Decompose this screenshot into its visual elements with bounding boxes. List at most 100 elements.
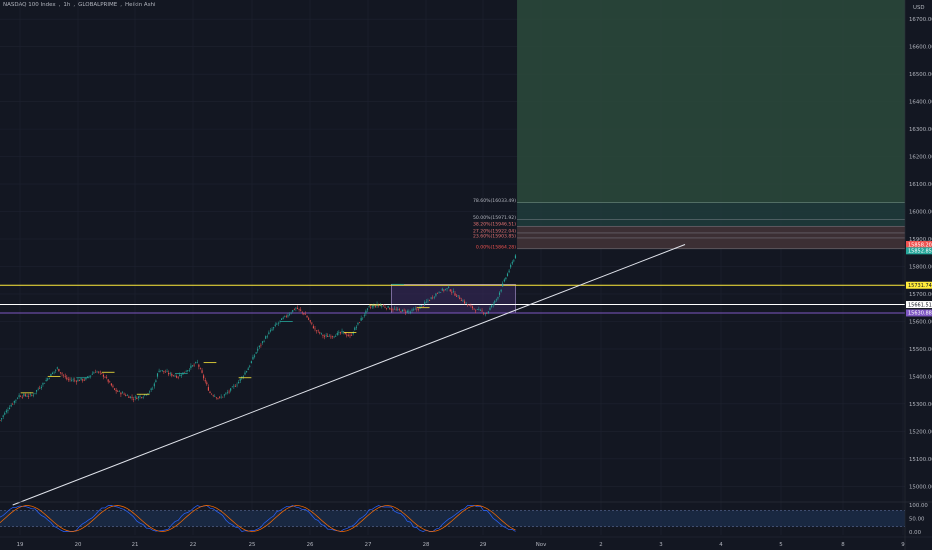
fib-level-label: 0.00%(15864.28) bbox=[476, 244, 516, 250]
candle-body bbox=[343, 331, 345, 332]
candle-body bbox=[187, 370, 189, 371]
candle-body bbox=[428, 300, 431, 301]
trendline[interactable] bbox=[12, 244, 686, 506]
candle-body bbox=[31, 395, 33, 396]
candle-body bbox=[161, 370, 163, 371]
candle-body bbox=[483, 312, 485, 314]
candle-body bbox=[176, 376, 178, 378]
time-tick-label: 26 bbox=[307, 542, 314, 548]
candle-body bbox=[413, 309, 415, 311]
candle-body bbox=[276, 323, 278, 325]
candle-body bbox=[273, 327, 275, 329]
candle-body bbox=[129, 396, 132, 398]
candle-body bbox=[327, 336, 329, 337]
price-tick-label: 16400.00 bbox=[909, 100, 932, 106]
candle-body bbox=[436, 292, 439, 294]
candle-body bbox=[193, 364, 195, 366]
candle-body bbox=[263, 341, 265, 342]
candle-body bbox=[281, 318, 283, 320]
candle-body bbox=[319, 332, 321, 334]
candle-body bbox=[260, 344, 262, 346]
candle-body bbox=[462, 300, 464, 302]
time-tick-label: 8 bbox=[841, 542, 845, 548]
chart-title: NASDAQ 100 Index, 1h, GLOBALPRIME, Heikin A… bbox=[3, 2, 159, 8]
candle-body bbox=[69, 378, 71, 380]
candle-body bbox=[156, 373, 159, 377]
oscillator-tick-label: 100.00 bbox=[909, 503, 928, 509]
candle-body bbox=[211, 393, 213, 395]
candle-body bbox=[368, 306, 370, 308]
candle-body bbox=[409, 311, 412, 313]
candle-body bbox=[4, 412, 6, 415]
level-badge bbox=[906, 281, 932, 289]
candle-body bbox=[300, 309, 302, 311]
candle-body bbox=[282, 317, 284, 319]
candle-body bbox=[244, 372, 246, 375]
candle-body bbox=[360, 318, 362, 321]
candle-body bbox=[309, 320, 311, 322]
candle-body bbox=[417, 309, 419, 310]
trendline-segment[interactable] bbox=[12, 244, 686, 506]
candle-body bbox=[66, 377, 68, 380]
candle-body bbox=[460, 300, 462, 301]
oscillator-tick-label: 0.00 bbox=[909, 530, 922, 536]
candle-body bbox=[479, 309, 482, 311]
candle-body bbox=[133, 399, 135, 400]
candle-body bbox=[285, 316, 287, 317]
oscillator-d-line bbox=[0, 505, 516, 532]
candle-body bbox=[454, 293, 456, 296]
candle-body bbox=[449, 289, 451, 292]
candle-body bbox=[137, 396, 139, 398]
candle-body bbox=[21, 397, 23, 398]
candle-body bbox=[86, 376, 89, 378]
candle-body bbox=[220, 396, 222, 398]
candle-body bbox=[354, 327, 356, 331]
candle-body bbox=[233, 385, 235, 387]
candle-body bbox=[258, 345, 260, 348]
price-tick-label: 15900.00 bbox=[909, 237, 932, 243]
candle-body bbox=[425, 301, 427, 303]
candle-body bbox=[207, 387, 209, 391]
candle-body bbox=[393, 308, 396, 310]
candle-body bbox=[1, 418, 3, 420]
oscillator-band bbox=[0, 510, 905, 527]
candle-body bbox=[139, 396, 141, 397]
time-axis[interactable]: 19 20 21 22 25 26 27 28 29 Nov 2 3 4 5 8 9 bbox=[0, 536, 932, 548]
candle-body bbox=[236, 384, 238, 386]
candle-body bbox=[392, 309, 394, 311]
candle-body bbox=[104, 377, 106, 378]
candle-body bbox=[195, 362, 197, 364]
candle-body bbox=[115, 390, 117, 392]
candle-body bbox=[198, 364, 200, 367]
candle-body bbox=[444, 289, 447, 290]
price-tick-label: 15800.00 bbox=[909, 264, 932, 270]
candle-body bbox=[328, 335, 330, 337]
candle-body bbox=[204, 380, 206, 382]
candle-body bbox=[269, 330, 272, 332]
candle-body bbox=[274, 324, 276, 326]
candle-body bbox=[34, 392, 36, 394]
candle-body bbox=[478, 309, 480, 310]
candle-body bbox=[206, 382, 208, 385]
candle-body bbox=[362, 317, 364, 319]
candle-body bbox=[242, 376, 244, 377]
candle-body bbox=[352, 332, 354, 334]
candle-body bbox=[443, 289, 445, 291]
candle-body bbox=[386, 308, 388, 309]
candle-body bbox=[500, 289, 502, 292]
candle-body bbox=[271, 329, 273, 331]
candle-body bbox=[422, 306, 424, 307]
candle-body bbox=[298, 308, 300, 310]
price-badge-label: 15858.20 bbox=[908, 242, 932, 248]
candle-body bbox=[102, 374, 104, 377]
price-tick-label: 16000.00 bbox=[909, 210, 932, 216]
candle-body bbox=[481, 310, 483, 312]
price-tick-label: 16500.00 bbox=[909, 72, 932, 78]
target-zone bbox=[517, 0, 905, 203]
separator: , bbox=[58, 2, 61, 8]
candle-body bbox=[494, 300, 496, 303]
level-badge-label: 15731.74 bbox=[908, 283, 932, 289]
candle-body bbox=[190, 365, 192, 369]
